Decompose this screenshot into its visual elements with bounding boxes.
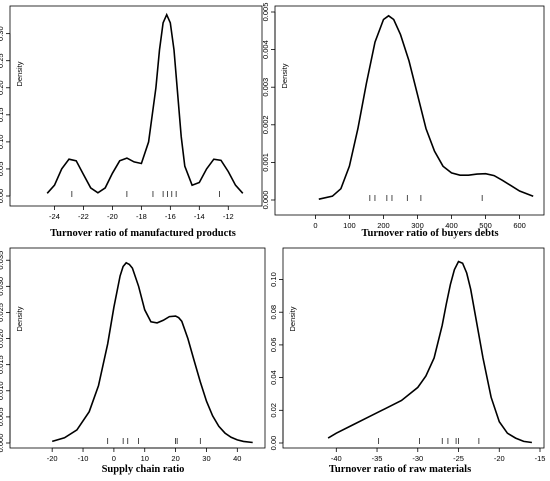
x-tick-label: -15 [535,454,546,463]
y-tick-label: 0.06 [269,338,278,353]
panel-buyers-debts: 0 100 200 300 400 500 600 0.000 0.001 0.002 0.003 0… [261,3,545,239]
y-tick-label: 0.10 [269,272,278,287]
y-tick-label: 0.00 [0,189,5,204]
x-tick-label: -22 [78,212,89,221]
density-curve-supply [51,261,253,444]
x-tick-label: -35 [372,454,383,463]
y-tick-label: 0.002 [261,115,270,134]
panel-raw-materials: -40 -35 -30 -25 -20 -15 0.00 0.02 0.04 0.06 0.08 0.… [269,247,546,475]
x-tick-label: -14 [194,212,205,221]
x-tick-label: 500 [479,221,492,230]
y-tick-label: 0.02 [269,403,278,418]
y-axis-title: Density [15,306,24,331]
x-tick-label: 0 [313,221,317,230]
y-tick-label: 0.25 [0,53,5,68]
y-tick-label: 0.004 [261,40,270,59]
y-tick-label: 0.003 [261,78,270,97]
y-tick-label: 0.020 [0,329,5,348]
x-tick-label: 400 [445,221,458,230]
x-tick-label: 300 [411,221,424,230]
y-tick-label: 0.05 [0,162,5,177]
plot-frame [9,247,266,449]
y-tick-label: 0.04 [269,370,278,385]
x-tick-label: 100 [343,221,356,230]
x-tick-label: 0 [112,454,116,463]
y-axis-title: Density [15,61,24,86]
plot-frame [282,247,545,449]
x-axis-title: Turnover ratio of raw materials [329,464,471,475]
y-tick-label: 0.000 [261,191,270,210]
y-tick-label: 0.030 [0,277,5,296]
x-tick-label: -12 [223,212,234,221]
density-curve-raw [327,260,533,444]
y-tick-label: 0.005 [261,3,270,22]
y-tick-label: 0.015 [0,355,5,374]
y-tick-label: 0.010 [0,381,5,400]
x-tick-label: 200 [377,221,390,230]
x-tick-label: -10 [78,454,89,463]
density-curve-buyers [318,14,534,200]
panel-supply-chain-ratio: -20 -10 0 10 20 30 40 0.000 0.005 0.010 0.015 0.020… [0,247,266,475]
y-tick-label: 0.08 [269,305,278,320]
plot-frame [274,5,545,216]
y-axis-title: Density [280,63,289,88]
x-tick-label: -16 [165,212,176,221]
x-tick-label: -30 [412,454,423,463]
x-tick-label: -24 [49,212,60,221]
x-tick-label: -18 [136,212,147,221]
density-curve-manufactured [46,12,244,194]
x-axis-title: Supply chain ratio [102,464,185,475]
y-tick-label: 0.001 [261,153,270,172]
x-tick-label: -20 [47,454,58,463]
x-tick-label: 30 [202,454,210,463]
x-axis-title: Turnover ratio of manufactured products [50,228,236,239]
x-tick-label: 10 [141,454,149,463]
x-tick-label: -20 [494,454,505,463]
x-tick-label: 40 [233,454,241,463]
x-tick-label: -40 [331,454,342,463]
x-tick-label: 20 [171,454,179,463]
y-tick-label: 0.30 [0,26,5,41]
y-tick-label: 0.005 [0,407,5,426]
panel-manufactured-products: -24 -22 -20 -18 -16 -14 -12 0.00 0.05 0.10 0.15 0.2… [0,5,263,239]
y-tick-label: 0.10 [0,135,5,150]
y-tick-label: 0.00 [269,436,278,451]
x-axis-title: Turnover ratio of buyers debts [361,228,498,239]
x-tick-label: -20 [107,212,118,221]
x-tick-label: 600 [513,221,526,230]
y-axis-title: Density [288,306,297,331]
y-tick-label: 0.035 [0,251,5,270]
y-tick-label: 0.15 [0,108,5,123]
y-tick-label: 0.025 [0,303,5,322]
y-tick-label: 0.20 [0,80,5,95]
plot-frame [9,5,263,207]
x-tick-label: -25 [453,454,464,463]
y-tick-label: 0.000 [0,434,5,453]
